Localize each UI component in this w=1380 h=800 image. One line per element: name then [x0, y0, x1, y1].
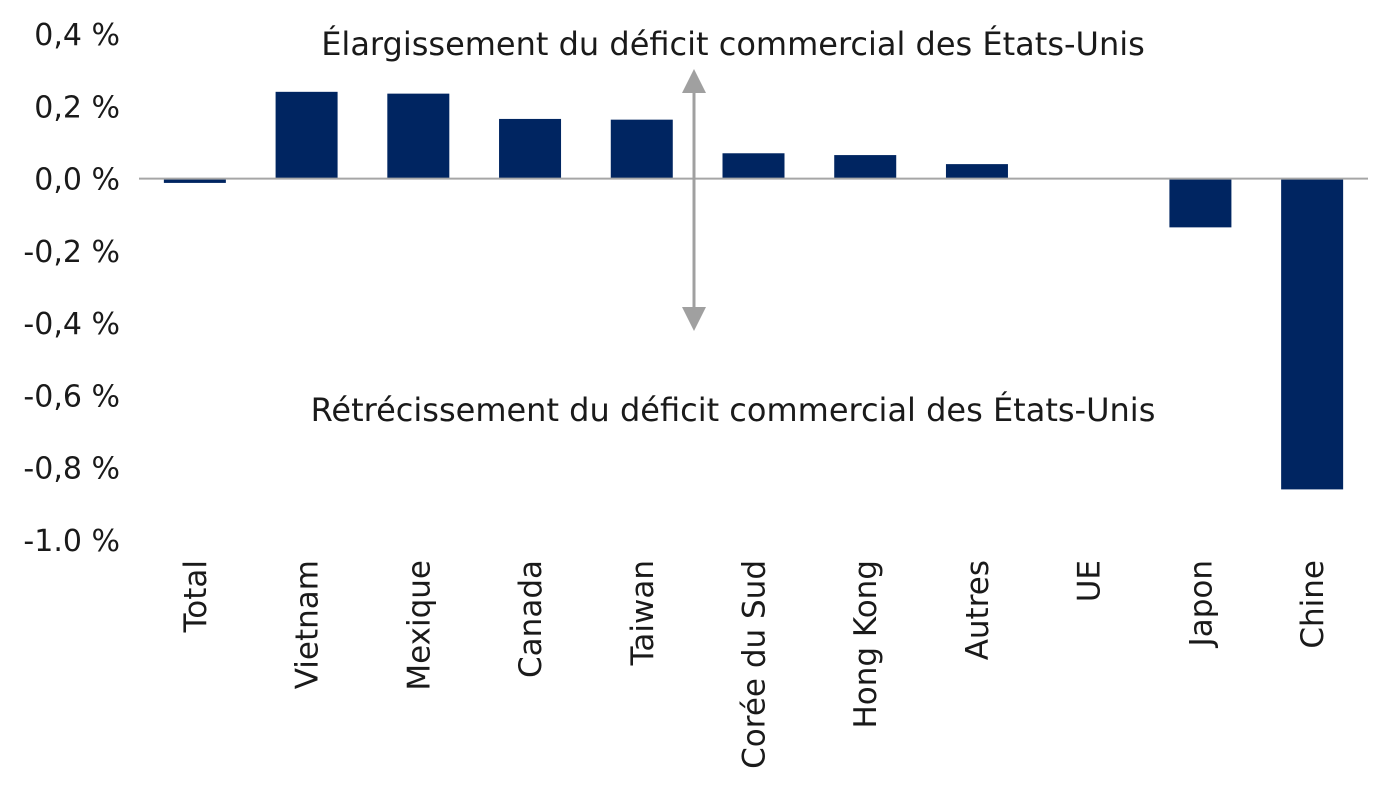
x-category-label: Vietnam [290, 560, 326, 689]
double-arrow-icon [682, 69, 706, 331]
y-tick-label: -0,4 % [23, 307, 120, 342]
bar [275, 91, 338, 179]
x-category-label: Hong Kong [848, 560, 884, 729]
x-category-label: Chine [1295, 560, 1331, 649]
x-category-label: Canada [513, 560, 549, 678]
y-tick-label: -0,2 % [23, 235, 120, 270]
x-category-label: UE [1072, 560, 1108, 602]
y-tick-label: -1.0 % [23, 524, 120, 559]
x-category-label: Corée du Sud [737, 560, 773, 769]
annotation-widening: Élargissement du déficit commercial des … [321, 25, 1145, 63]
x-category-label: Total [178, 560, 214, 633]
bar [1281, 178, 1344, 490]
bar [722, 153, 785, 179]
bar [1169, 178, 1232, 228]
x-category-label: Autres [960, 560, 996, 660]
annotation-narrowing: Rétrécissement du déficit commercial des… [311, 391, 1156, 429]
y-tick-label: 0,0 % [34, 163, 120, 198]
x-axis-category-labels: Total Vietnam Mexique Canada Taiwan Corée du … [178, 560, 1331, 769]
bar [387, 93, 450, 179]
y-tick-label: 0,2 % [34, 90, 120, 125]
arrow-down-head [682, 307, 706, 331]
bars-group [163, 91, 1344, 490]
bar [499, 118, 562, 179]
x-category-label: Japon [1183, 560, 1219, 648]
bar [945, 164, 1008, 179]
y-tick-label: -0,6 % [23, 379, 120, 414]
y-tick-label: 0,4 % [34, 18, 120, 53]
y-axis-tick-labels: 0,4 % 0,2 % 0,0 % -0,2 % -0,4 % -0,6 % -0,8 % -… [23, 18, 120, 559]
bar [834, 155, 897, 179]
x-category-label: Taiwan [625, 560, 661, 666]
arrow-up-head [682, 69, 706, 93]
y-tick-label: -0,8 % [23, 452, 120, 487]
bar [610, 119, 673, 179]
bar [163, 178, 226, 183]
x-category-label: Mexique [401, 560, 437, 691]
